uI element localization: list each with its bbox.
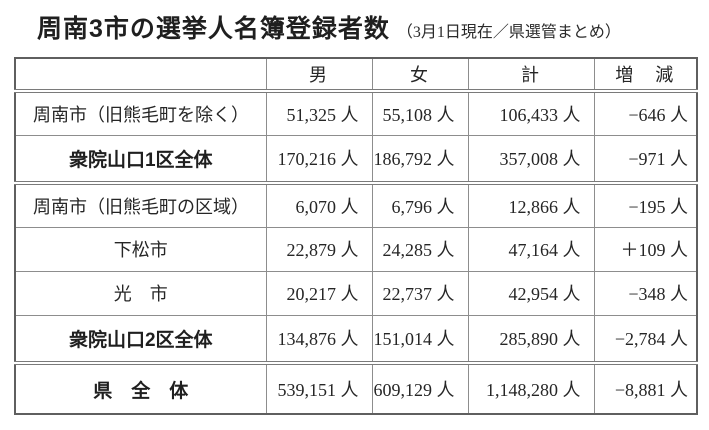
- male-count: 20,217 人: [265, 270, 373, 316]
- change-value: −2,784 人: [593, 314, 698, 365]
- voter-registration-table: 男 女 計 増 減 周南市（旧熊毛町を除く） 51,325 人 55,108 人…: [14, 57, 698, 415]
- row-label: 下松市: [14, 226, 267, 272]
- male-count: 170,216 人: [265, 134, 373, 185]
- row-label: 光 市: [14, 270, 267, 316]
- female-count: 22,737 人: [371, 270, 469, 316]
- female-count: 186,792 人: [371, 134, 469, 185]
- change-value: −646 人: [593, 90, 698, 136]
- row-label: 県 全 体: [14, 362, 267, 415]
- change-value: −348 人: [593, 270, 698, 316]
- table-row-shunan-excl-kumage: 周南市（旧熊毛町を除く） 51,325 人 55,108 人 106,433 人…: [14, 90, 698, 136]
- total-count: 47,164 人: [467, 226, 595, 272]
- total-count: 12,866 人: [467, 182, 595, 228]
- row-label: 周南市（旧熊毛町の区域）: [14, 182, 267, 228]
- male-count: 6,070 人: [265, 182, 373, 228]
- change-value: −8,881 人: [593, 362, 698, 415]
- header-row: 男 女 計 増 減: [14, 57, 698, 93]
- female-count: 55,108 人: [371, 90, 469, 136]
- page-title: 周南3市の選挙人名簿登録者数 （3月1日現在／県選管まとめ）: [37, 9, 621, 45]
- male-count: 134,876 人: [265, 314, 373, 365]
- male-count: 51,325 人: [265, 90, 373, 136]
- change-value: ＋109 人: [593, 226, 698, 272]
- title-note: （3月1日現在／県選管まとめ）: [396, 24, 621, 41]
- header-cell-blank: [14, 57, 267, 93]
- table-row-hikari: 光 市 20,217 人 22,737 人 42,954 人 −348 人: [14, 270, 698, 316]
- row-label: 衆院山口1区全体: [14, 134, 267, 185]
- header-cell-total: 計: [467, 57, 595, 93]
- header-cell-male: 男: [265, 57, 373, 93]
- total-count: 106,433 人: [467, 90, 595, 136]
- total-count: 1,148,280 人: [467, 362, 595, 415]
- female-count: 6,796 人: [371, 182, 469, 228]
- male-count: 22,879 人: [265, 226, 373, 272]
- female-count: 609,129 人: [371, 362, 469, 415]
- table-row-district1-total: 衆院山口1区全体 170,216 人 186,792 人 357,008 人 −…: [14, 134, 698, 185]
- row-label: 周南市（旧熊毛町を除く）: [14, 90, 267, 136]
- female-count: 151,014 人: [371, 314, 469, 365]
- header-cell-female: 女: [371, 57, 469, 93]
- total-count: 357,008 人: [467, 134, 595, 185]
- table-row-district2-total: 衆院山口2区全体 134,876 人 151,014 人 285,890 人 −…: [14, 314, 698, 365]
- change-value: −971 人: [593, 134, 698, 185]
- change-value: −195 人: [593, 182, 698, 228]
- table-row-kudamatsu: 下松市 22,879 人 24,285 人 47,164 人 ＋109 人: [14, 226, 698, 272]
- row-label: 衆院山口2区全体: [14, 314, 267, 365]
- total-count: 42,954 人: [467, 270, 595, 316]
- title-main: 周南3市の選挙人名簿登録者数: [37, 15, 390, 43]
- female-count: 24,285 人: [371, 226, 469, 272]
- male-count: 539,151 人: [265, 362, 373, 415]
- table-row-prefecture-total: 県 全 体 539,151 人 609,129 人 1,148,280 人 −8…: [14, 362, 698, 415]
- table-row-shunan-kumage-area: 周南市（旧熊毛町の区域） 6,070 人 6,796 人 12,866 人 −1…: [14, 182, 698, 228]
- total-count: 285,890 人: [467, 314, 595, 365]
- header-cell-change: 増 減: [593, 57, 698, 93]
